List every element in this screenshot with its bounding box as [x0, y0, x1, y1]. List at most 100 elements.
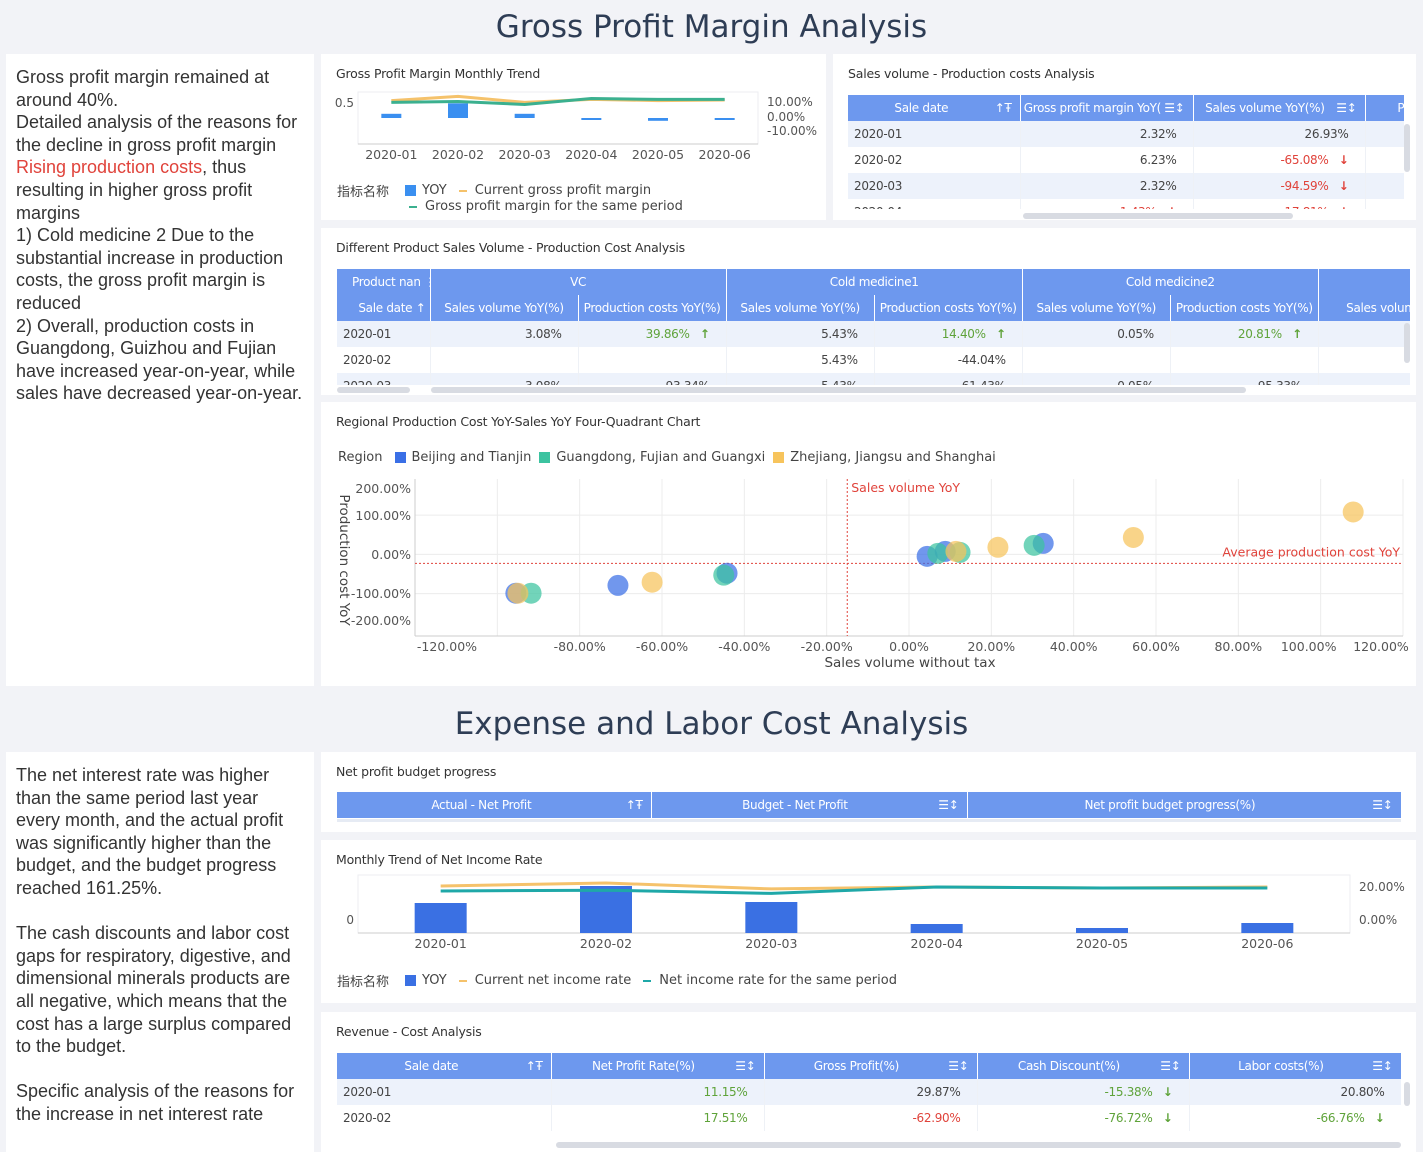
horizontal-scrollbar[interactable]	[431, 387, 1246, 393]
column-menu-icon[interactable]: ☰↕	[948, 1059, 969, 1073]
table-row[interactable]: 2020-01 2.32% 26.93%	[848, 121, 1404, 147]
column-header[interactable]: Net Profit Rate(%) ☰↕	[551, 1053, 765, 1079]
column-header-text: Sales volume YoY(%)	[1205, 101, 1325, 115]
column-menu-icon[interactable]: ☰↕	[1372, 1059, 1393, 1073]
column-menu-icon[interactable]: ☰↕	[1372, 798, 1393, 812]
column-header[interactable]: Sales volume YoY(%)	[1022, 295, 1171, 321]
group-header[interactable]: Cold medicine1	[726, 269, 1023, 295]
table-header-row: Sale date ↑ Sales volume YoY(%) Production…	[337, 295, 1410, 321]
value-cell-text: 93.34%	[666, 379, 710, 385]
value-cell-text: 95.33%	[1258, 379, 1302, 385]
value-cell-text: 2.32%	[1139, 179, 1177, 193]
arrow-down-icon: ↓	[1338, 179, 1349, 193]
column-header[interactable]: Net profit budget progress(%) ☰↕	[967, 792, 1401, 818]
x-axis-label: Sales volume without tax	[824, 655, 995, 671]
group-header[interactable]: Cold medicine2	[1022, 269, 1319, 295]
legend-item[interactable]: Guangdong, Fujian and Guangxi	[556, 450, 766, 465]
group-header[interactable]: VC	[430, 269, 727, 295]
column-menu-icon[interactable]: ☰↕	[938, 798, 959, 812]
horizontal-scrollbar-frozen[interactable]	[337, 387, 410, 393]
legend-item[interactable]: Net income rate for the same period	[659, 973, 897, 988]
legend-item[interactable]: Beijing and Tianjin	[411, 450, 532, 465]
legend-line-swatch-icon	[458, 189, 467, 192]
legend-title: 指标名称	[337, 185, 390, 200]
value-cell-text: 2.32%	[1139, 127, 1177, 141]
column-header[interactable]: Gross profit margin YoY(☰↕	[1020, 95, 1194, 121]
value-cell	[1022, 347, 1171, 373]
column-menu-icon[interactable]: ⋮	[421, 275, 429, 289]
gross-summary-text: Gross profit margin remained at around 4…	[16, 66, 304, 405]
column-header-text: Gross Profit(%)	[813, 1059, 900, 1073]
column-menu-icon[interactable]: ☰↕	[735, 1059, 756, 1073]
vertical-scrollbar[interactable]	[1404, 124, 1410, 172]
summary-paragraph: The cash discounts and labor cost gaps f…	[16, 923, 292, 1057]
legend-item[interactable]: Gross profit margin for the same period	[425, 199, 683, 214]
table-row[interactable]: 2020-02 6.23% -65.08% ↓	[848, 147, 1404, 173]
column-header[interactable]: Sales volume YoY(%)	[430, 295, 579, 321]
column-menu-icon[interactable]: ☰↕	[1164, 101, 1185, 115]
value-cell: 6.23%	[1020, 147, 1194, 173]
group-header[interactable]: Sto	[1318, 269, 1410, 295]
bar-yoy	[414, 903, 467, 933]
section-title-gross-profit: Gross Profit Margin Analysis	[495, 9, 928, 45]
column-header[interactable]: Gross Profit(%) ☰↕	[764, 1053, 978, 1079]
value-cell: -17.81% ↓	[1193, 199, 1366, 209]
table-row[interactable]: 2020-02 17.51% -62.90% -76.72% ↓ -66.76% ↓	[337, 1105, 1401, 1131]
arrow-up-icon: ↑	[1292, 327, 1302, 341]
column-header[interactable]: Production costs YoY(%)	[874, 295, 1023, 321]
column-header[interactable]: Sale date ↑Ŧ	[337, 1053, 552, 1079]
y-tick-label: 200.00%	[355, 481, 411, 496]
column-menu-icon[interactable]: ☰↕	[1160, 1059, 1181, 1073]
summary-line: 2) Overall, production costs in Guangdon…	[16, 315, 303, 404]
column-header[interactable]: Sales volume YoY(%)	[726, 295, 875, 321]
column-header[interactable]: Budget - Net Profit ☰↕	[651, 792, 968, 818]
column-header-text: Sale date	[894, 101, 949, 115]
value-cell-text: 20.81%	[1237, 327, 1282, 341]
column-header[interactable]: Sales volume Yo	[1318, 295, 1410, 321]
column-header[interactable]: Production costs YoY(%)	[578, 295, 727, 321]
column-header[interactable]: Production costs YoY(%)	[1170, 295, 1319, 321]
sort-icon[interactable]: ↑	[412, 301, 426, 315]
table-row[interactable]: 2020-03 3.08% 93.34% 5.43% -61.43% 0.05% 95.33…	[337, 373, 1410, 385]
legend-item[interactable]: Current net income rate	[474, 973, 632, 988]
value-cell: -65.08% ↓	[1193, 147, 1366, 173]
value-cell-text: 29.87%	[916, 1085, 961, 1099]
value-cell-text: -61.43%	[958, 379, 1006, 385]
value-cell-text: 0.05%	[1117, 327, 1154, 341]
value-cell: 95.33%	[1170, 373, 1319, 385]
column-header[interactable]: Sale date ↑	[337, 295, 431, 321]
table-row[interactable]: 2020-01 3.08% 39.86% ↑ 5.43% 14.40% ↑ 0.05% 20.8…	[337, 321, 1410, 347]
sort-icon[interactable]: ↑Ŧ	[994, 101, 1012, 115]
x-tick-label: 20.00%	[967, 639, 1015, 654]
value-cell-text: 3.08%	[525, 379, 562, 385]
gross-summary-panel: Gross profit margin remained at around 4…	[6, 54, 314, 686]
legend-item[interactable]: YOY	[422, 973, 447, 988]
value-cell: 20.80%	[1189, 1079, 1401, 1105]
legend-item[interactable]: Zhejiang, Jiangsu and Shanghai	[790, 450, 996, 465]
vertical-scrollbar[interactable]	[1404, 1082, 1410, 1106]
horizontal-scrollbar[interactable]	[556, 1142, 1401, 1148]
x-tick-label: 2020-03	[499, 147, 551, 162]
table-row[interactable]: 2020-03 2.32% -94.59% ↓	[848, 173, 1404, 199]
group-header[interactable]: Product nan ⋮	[337, 269, 431, 295]
table-row[interactable]: 2020-01 11.15% 29.87% -15.38% ↓ 20.80%	[337, 1079, 1401, 1105]
value-cell: 3.08%	[430, 373, 579, 385]
sort-icon[interactable]: ↑Ŧ	[625, 798, 643, 812]
table-row[interactable]: 2020-04 -1.43% ↓ -17.81% ↓	[848, 199, 1404, 209]
table-row[interactable]: 2020-02 5.43% -44.04% 1.069	[337, 347, 1410, 373]
vertical-scrollbar[interactable]	[1404, 323, 1410, 363]
column-header[interactable]: Cash Discount(%) ☰↕	[977, 1053, 1190, 1079]
legend-item[interactable]: YOY	[422, 183, 447, 198]
legend-bar-swatch-icon	[405, 185, 417, 196]
horizontal-scrollbar[interactable]	[1023, 213, 1293, 219]
column-menu-icon[interactable]: ☰↕	[1336, 101, 1357, 115]
legend-item[interactable]: Current gross profit margin	[474, 183, 652, 198]
column-header-text: Sales volume YoY(%)	[740, 301, 860, 315]
column-header[interactable]: Sales volume YoY(%) ☰↕	[1193, 95, 1366, 121]
column-header[interactable]: Pro	[1365, 95, 1404, 121]
column-header[interactable]: Labor costs(%) ☰↕	[1189, 1053, 1401, 1079]
column-header[interactable]: Actual - Net Profit ↑Ŧ	[337, 792, 652, 818]
value-cell-text: 6.23%	[1139, 153, 1177, 167]
column-header[interactable]: Sale date ↑Ŧ	[848, 95, 1021, 121]
sort-icon[interactable]: ↑Ŧ	[525, 1059, 543, 1073]
